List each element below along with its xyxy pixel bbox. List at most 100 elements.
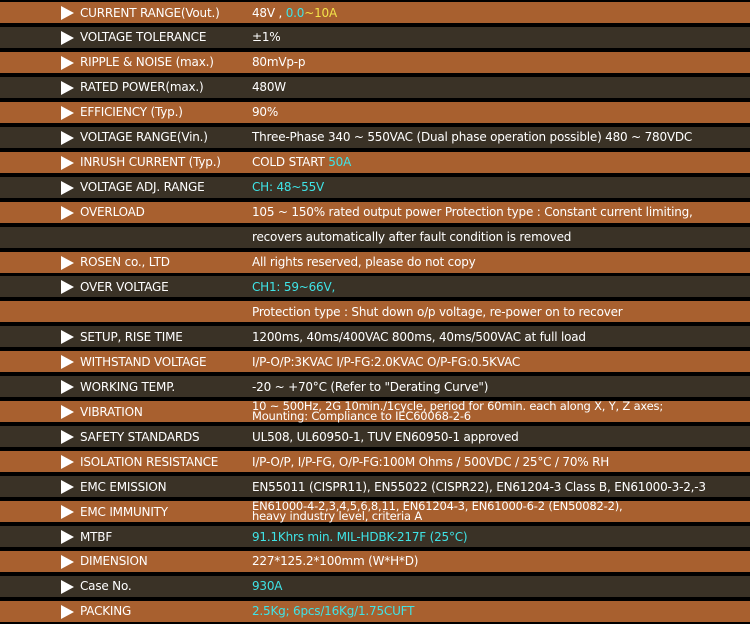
play-arrow-icon (61, 530, 74, 545)
play-arrow-icon (61, 105, 74, 120)
spec-value: 480W (252, 80, 286, 95)
spec-value: 2.5Kg; 6pcs/16Kg/1.75CUFT (252, 604, 414, 618)
spec-value: EN55011 (CISPR11), EN55022 (CISPR22), EN… (252, 479, 706, 494)
spec-row: ROSEN co., LTD All rights reserved, pleas… (0, 251, 750, 273)
value-part: CH1: 59~66V, (252, 279, 336, 294)
play-arrow-icon (61, 604, 74, 619)
spec-label: EMC EMISSION (80, 479, 167, 494)
spec-value: 48V , 0.0~10A (252, 6, 337, 20)
play-arrow-icon (61, 330, 74, 345)
play-arrow-icon (61, 380, 74, 395)
spec-label: WORKING TEMP. (80, 379, 175, 394)
play-arrow-icon (61, 155, 74, 170)
play-arrow-icon (61, 30, 74, 45)
play-arrow-icon (61, 505, 74, 520)
spec-label: CURRENT RANGE(Vout.) (80, 5, 220, 20)
value-line: Mounting: Compliance to IEC60068-2-6 (252, 409, 471, 424)
spec-label: OVERLOAD (80, 205, 145, 220)
spec-value: ±1% (252, 30, 281, 45)
spec-row: recovers automatically after fault condi… (0, 226, 750, 248)
play-arrow-icon (61, 280, 74, 295)
spec-row: VOLTAGE ADJ. RANGE CH: 48~55V (0, 176, 750, 198)
value-part: 91.1Khrs min. MIL-HDBK-217F (25°C) (252, 529, 468, 544)
spec-label: Case No. (80, 579, 132, 594)
value-part: 48V , (252, 5, 286, 20)
spec-label: VIBRATION (80, 404, 143, 419)
play-arrow-icon (61, 554, 74, 569)
spec-row: RIPPLE & NOISE (max.) 80mVp-p (0, 51, 750, 73)
spec-value: I/P-O/P:3KVAC I/P-FG:2.0KVAC O/P-FG:0.5K… (252, 354, 521, 369)
spec-row: SAFETY STANDARDS UL508, UL60950-1, TUV EN… (0, 426, 750, 448)
spec-label: RIPPLE & NOISE (max.) (80, 55, 214, 70)
spec-label: MTBF (80, 529, 113, 544)
spec-value: 80mVp-p (252, 55, 306, 70)
spec-label: OVER VOLTAGE (80, 279, 169, 294)
spec-label: PACKING (80, 604, 132, 619)
spec-value: 10 ~ 500Hz, 2G 10min./1cycle, period for… (252, 401, 663, 424)
spec-value: -20 ~ +70°C (Refer to "Derating Curve") (252, 379, 489, 394)
spec-value: 930A (252, 579, 283, 594)
spec-row: DIMENSION 227*125.2*100mm (W*H*D) (0, 550, 750, 572)
spec-row: EFFICIENCY (Typ.) 90% (0, 101, 750, 123)
spec-row: EMC EMISSION EN55011 (CISPR11), EN55022 (… (0, 476, 750, 498)
spec-row: VIBRATION 10 ~ 500Hz, 2G 10min./1cycle, p… (0, 401, 750, 424)
spec-label: VOLTAGE ADJ. RANGE (80, 180, 205, 195)
play-arrow-icon (61, 255, 74, 270)
spec-value: Protection type : Shut down o/p voltage,… (252, 304, 623, 319)
spec-row: CURRENT RANGE(Vout.) 48V , 0.0~10A (0, 2, 750, 23)
spec-value: CH: 48~55V (252, 180, 324, 194)
play-arrow-icon (61, 355, 74, 370)
spec-row: VOLTAGE TOLERANCE ±1% (0, 26, 750, 48)
spec-label: SETUP, RISE TIME (80, 329, 183, 344)
spec-row: ISOLATION RESISTANCE I/P-O/P, I/P-FG, O/P… (0, 451, 750, 473)
play-arrow-icon (61, 6, 74, 20)
spec-value: All rights reserved, please do not copy (252, 255, 476, 270)
spec-value: 91.1Khrs min. MIL-HDBK-217F (25°C) (252, 529, 468, 544)
play-arrow-icon (61, 480, 74, 495)
spec-value: Three-Phase 340 ~ 550VAC (Dual phase ope… (252, 130, 693, 145)
play-arrow-icon (61, 430, 74, 445)
spec-label: SAFETY STANDARDS (80, 429, 200, 444)
play-arrow-icon (61, 579, 74, 594)
value-part: COLD START (252, 155, 329, 170)
spec-row: OVERLOAD 105 ~ 150% rated output power Pr… (0, 201, 750, 223)
spec-label: RATED POWER(max.) (80, 80, 204, 95)
spec-label: VOLTAGE TOLERANCE (80, 30, 207, 45)
spec-label: VOLTAGE RANGE(Vin.) (80, 130, 208, 145)
spec-value: 227*125.2*100mm (W*H*D) (252, 554, 419, 569)
spec-value: recovers automatically after fault condi… (252, 230, 572, 245)
value-line: EN61000-4-2,3,4,5,6,8,11, EN61204-3, EN6… (252, 499, 623, 514)
value-part: 0.0 (285, 5, 305, 20)
spec-value: 105 ~ 150% rated output power Protection… (252, 205, 693, 220)
play-arrow-icon (61, 55, 74, 70)
spec-row: Protection type : Shut down o/p voltage,… (0, 301, 750, 323)
spec-value: 90% (252, 105, 279, 120)
spec-row: WITHSTAND VOLTAGE I/P-O/P:3KVAC I/P-FG:2.… (0, 351, 750, 373)
spec-value: I/P-O/P, I/P-FG, O/P-FG:100M Ohms / 500V… (252, 454, 610, 469)
value-part: CH: 48~55V (252, 180, 325, 195)
value-part: 50A (328, 155, 352, 170)
play-arrow-icon (61, 205, 74, 220)
play-arrow-icon (61, 80, 74, 95)
value-part: ~10A (304, 5, 337, 20)
spec-label: ISOLATION RESISTANCE (80, 454, 219, 469)
spec-row: RATED POWER(max.) 480W (0, 76, 750, 98)
spec-row: INRUSH CURRENT (Typ.) COLD START 50A (0, 151, 750, 173)
play-arrow-icon (61, 405, 74, 420)
spec-label: ROSEN co., LTD (80, 255, 170, 270)
spec-row: EMC IMMUNITY EN61000-4-2,3,4,5,6,8,11, EN… (0, 499, 750, 523)
play-arrow-icon (61, 130, 74, 145)
spec-row: OVER VOLTAGE CH1: 59~66V, (0, 276, 750, 298)
spec-label: INRUSH CURRENT (Typ.) (80, 155, 221, 170)
spec-row: VOLTAGE RANGE(Vin.) Three-Phase 340 ~ 550… (0, 126, 750, 148)
spec-row: WORKING TEMP. -20 ~ +70°C (Refer to "Dera… (0, 376, 750, 398)
value-part: 930A (252, 579, 283, 594)
value-part: 2.5Kg; 6pcs/16Kg/1.75CUFT (252, 604, 415, 619)
spec-value: COLD START 50A (252, 155, 351, 169)
spec-label: EFFICIENCY (Typ.) (80, 105, 183, 120)
spec-label: WITHSTAND VOLTAGE (80, 354, 207, 369)
spec-label: EMC IMMUNITY (80, 504, 168, 519)
spec-row: SETUP, RISE TIME 1200ms, 40ms/400VAC 800m… (0, 326, 750, 348)
spec-value: 1200ms, 40ms/400VAC 800ms, 40ms/500VAC a… (252, 329, 586, 344)
